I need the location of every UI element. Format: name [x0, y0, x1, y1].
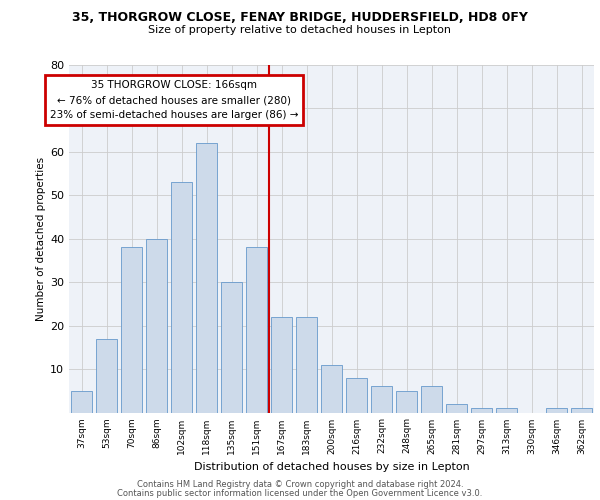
X-axis label: Distribution of detached houses by size in Lepton: Distribution of detached houses by size … [194, 462, 469, 472]
Text: 35, THORGROW CLOSE, FENAY BRIDGE, HUDDERSFIELD, HD8 0FY: 35, THORGROW CLOSE, FENAY BRIDGE, HUDDER… [72, 11, 528, 24]
Bar [496, 408, 517, 412]
Bar [471, 408, 492, 412]
Bar [146, 239, 167, 412]
Text: Size of property relative to detached houses in Lepton: Size of property relative to detached ho… [149, 25, 452, 35]
Bar [571, 408, 592, 412]
Bar [221, 282, 242, 412]
Bar [396, 391, 417, 412]
Bar [71, 391, 92, 412]
Bar [196, 143, 217, 412]
Bar [346, 378, 367, 412]
Bar [546, 408, 567, 412]
Bar [121, 248, 142, 412]
Bar [246, 248, 267, 412]
Y-axis label: Number of detached properties: Number of detached properties [36, 156, 46, 321]
Bar [271, 317, 292, 412]
Bar [171, 182, 192, 412]
Text: 35 THORGROW CLOSE: 166sqm
← 76% of detached houses are smaller (280)
23% of semi: 35 THORGROW CLOSE: 166sqm ← 76% of detac… [50, 80, 298, 120]
Bar [321, 364, 342, 412]
Bar [96, 338, 117, 412]
Bar [446, 404, 467, 412]
Bar [296, 317, 317, 412]
Text: Contains HM Land Registry data © Crown copyright and database right 2024.: Contains HM Land Registry data © Crown c… [137, 480, 463, 489]
Bar [421, 386, 442, 412]
Bar [371, 386, 392, 412]
Text: Contains public sector information licensed under the Open Government Licence v3: Contains public sector information licen… [118, 490, 482, 498]
